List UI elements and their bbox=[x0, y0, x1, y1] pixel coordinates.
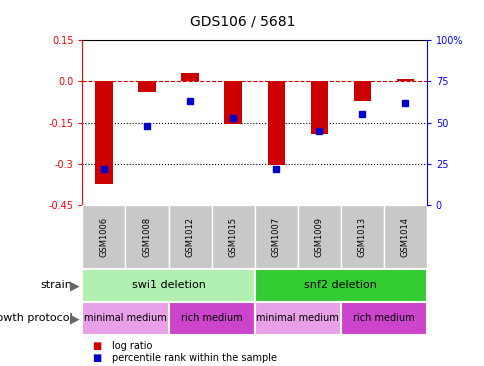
Text: ■: ■ bbox=[92, 341, 101, 351]
Bar bbox=[254, 269, 426, 302]
Text: ▶: ▶ bbox=[70, 279, 80, 292]
Bar bbox=[82, 205, 125, 269]
Text: GSM1013: GSM1013 bbox=[357, 217, 366, 257]
Text: growth protocol: growth protocol bbox=[0, 313, 73, 324]
Text: ■: ■ bbox=[92, 353, 101, 363]
Bar bbox=[297, 205, 340, 269]
Text: GDS106 / 5681: GDS106 / 5681 bbox=[189, 15, 295, 29]
Text: GSM1007: GSM1007 bbox=[271, 217, 280, 257]
Text: swi1 deletion: swi1 deletion bbox=[131, 280, 205, 291]
Bar bbox=[82, 269, 254, 302]
Bar bbox=[82, 302, 168, 335]
Bar bbox=[138, 81, 155, 92]
Text: snf2 deletion: snf2 deletion bbox=[303, 280, 377, 291]
Text: GSM1014: GSM1014 bbox=[400, 217, 409, 257]
Text: GSM1008: GSM1008 bbox=[142, 217, 151, 257]
Text: strain: strain bbox=[41, 280, 73, 291]
Bar bbox=[168, 302, 254, 335]
Text: GSM1009: GSM1009 bbox=[314, 217, 323, 257]
Bar bbox=[95, 81, 112, 184]
Bar bbox=[168, 205, 211, 269]
Bar bbox=[340, 205, 383, 269]
Text: minimal medium: minimal medium bbox=[256, 313, 338, 324]
Text: log ratio: log ratio bbox=[111, 341, 151, 351]
Bar bbox=[340, 302, 426, 335]
Text: minimal medium: minimal medium bbox=[84, 313, 166, 324]
Text: rich medium: rich medium bbox=[181, 313, 242, 324]
Bar bbox=[254, 302, 340, 335]
Text: ▶: ▶ bbox=[70, 312, 80, 325]
Text: GSM1006: GSM1006 bbox=[99, 217, 108, 257]
Bar bbox=[211, 205, 254, 269]
Bar bbox=[353, 81, 370, 101]
Bar bbox=[267, 81, 284, 165]
Bar bbox=[383, 205, 426, 269]
Text: percentile rank within the sample: percentile rank within the sample bbox=[111, 353, 276, 363]
Bar bbox=[125, 205, 168, 269]
Bar bbox=[224, 81, 241, 124]
Bar bbox=[396, 79, 413, 81]
Text: rich medium: rich medium bbox=[352, 313, 414, 324]
Bar bbox=[310, 81, 327, 134]
Bar bbox=[254, 205, 297, 269]
Text: GSM1012: GSM1012 bbox=[185, 217, 194, 257]
Text: GSM1015: GSM1015 bbox=[228, 217, 237, 257]
Bar bbox=[181, 73, 198, 81]
